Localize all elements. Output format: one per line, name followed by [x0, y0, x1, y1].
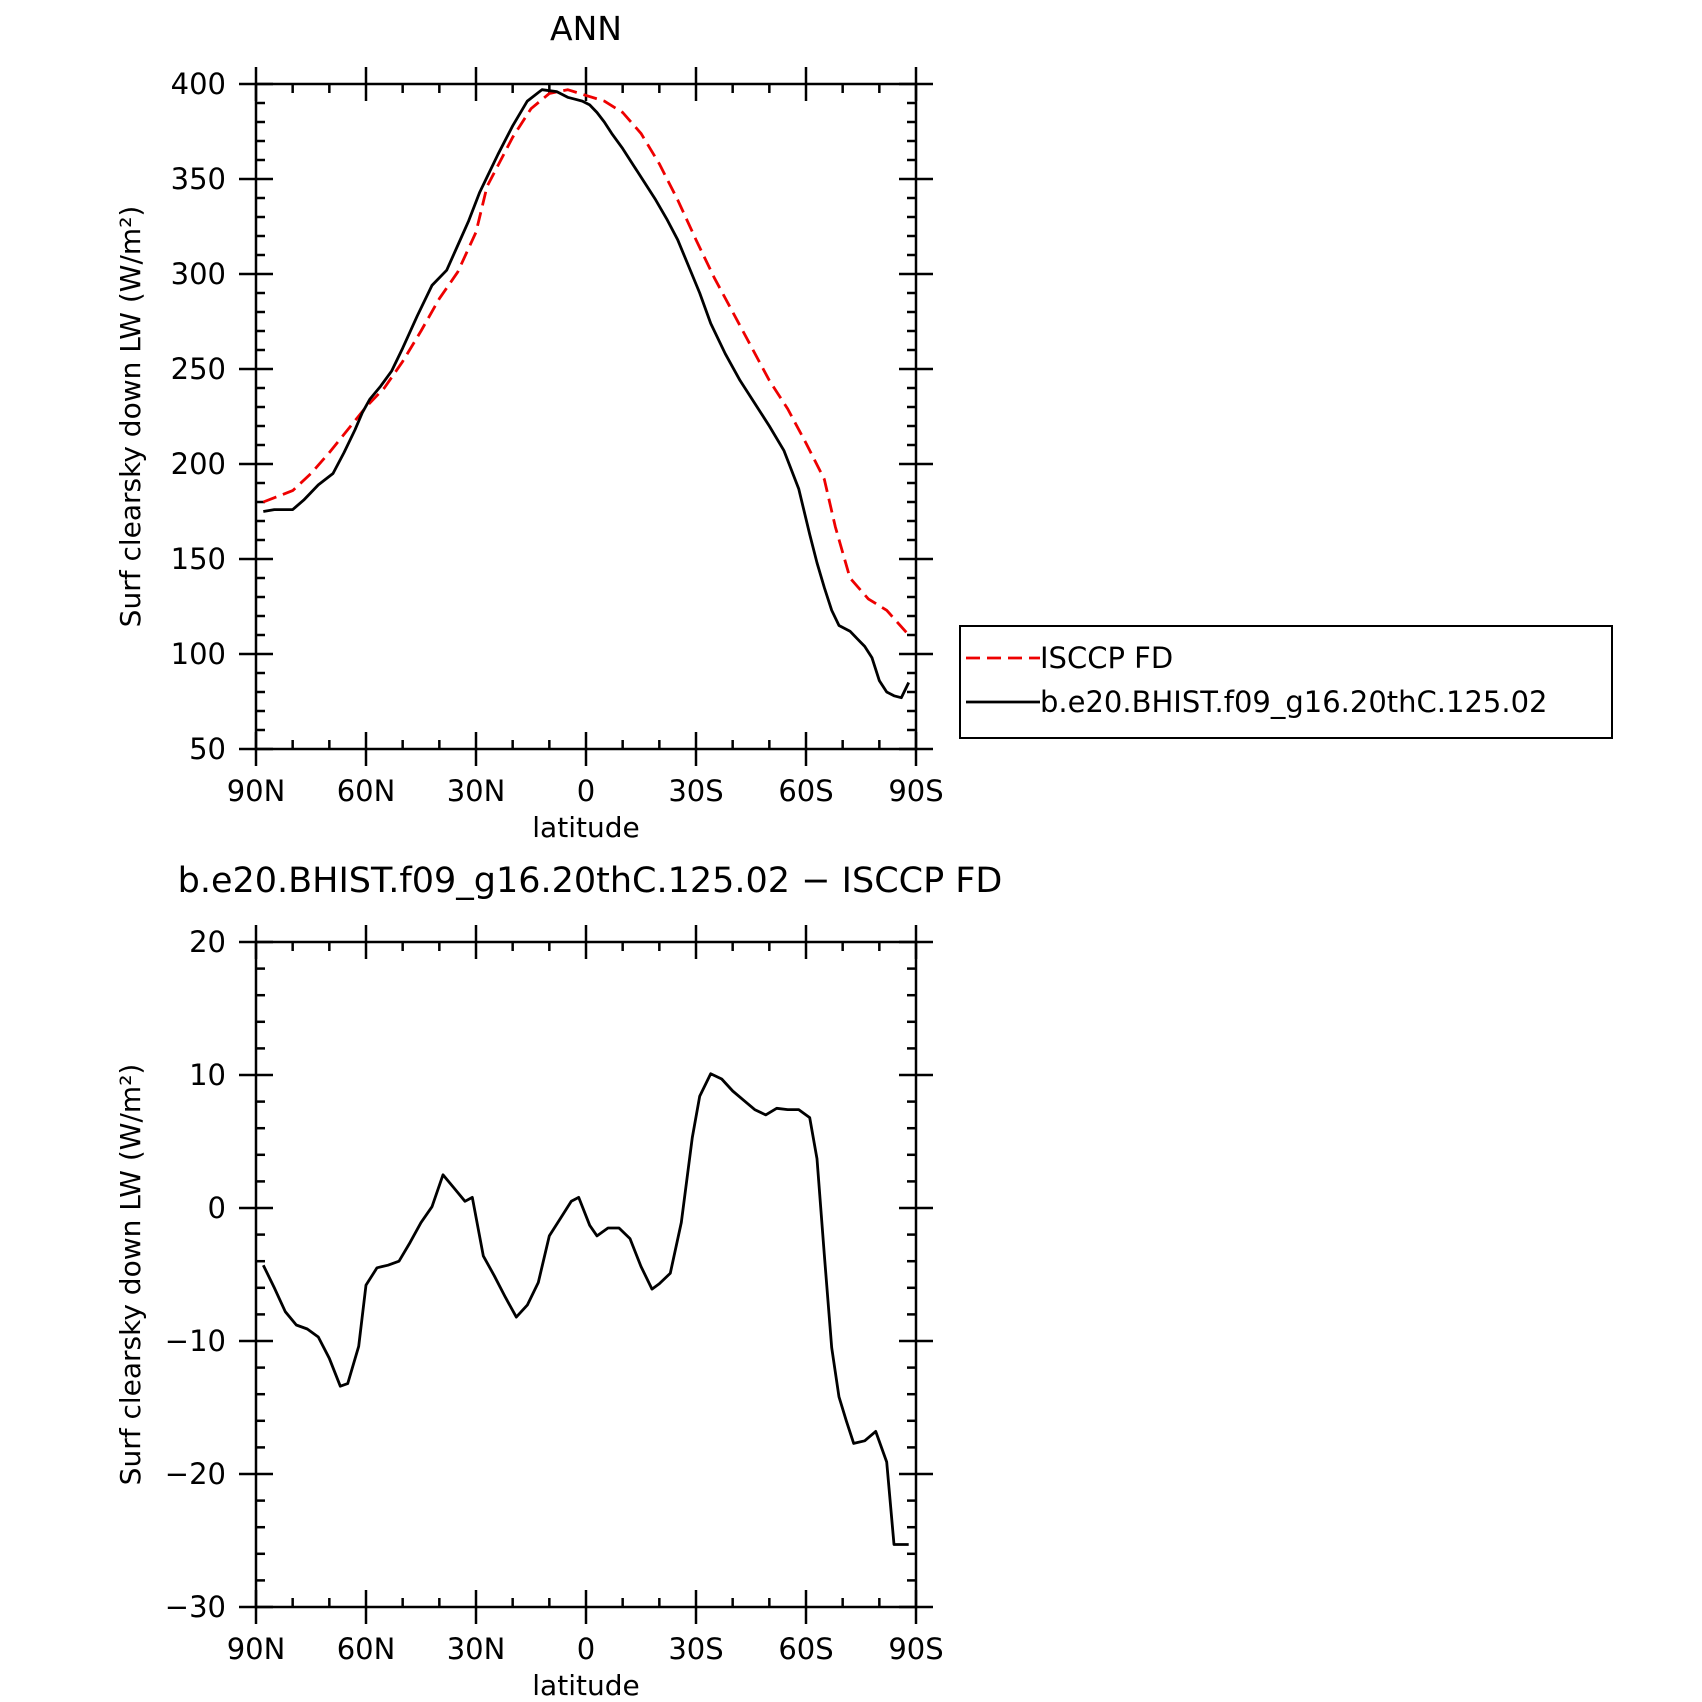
plot-frame: [254, 82, 918, 751]
series-line-0: [262, 1072, 909, 1546]
chart-title: ANN: [550, 9, 622, 48]
plot-frame: [254, 940, 918, 1609]
x-tick-label: 60S: [778, 1632, 833, 1666]
x-tick-label: 30N: [447, 774, 506, 808]
x-axis-label: latitude: [532, 811, 639, 844]
y-axis-label: Surf clearsky down LW (W/m²): [114, 1064, 147, 1486]
x-tick-label: 30S: [668, 774, 723, 808]
x-tick-label: 90S: [888, 774, 943, 808]
x-tick-label: 90N: [227, 774, 286, 808]
legend-label-0: ISCCP FD: [1040, 641, 1173, 675]
y-tick-label: 0: [208, 1191, 226, 1225]
y-tick-label: 200: [171, 447, 226, 481]
x-tick-label: 60S: [778, 774, 833, 808]
x-tick-label: 0: [577, 774, 595, 808]
series-line-0: [262, 88, 910, 636]
y-tick-label: 100: [171, 637, 226, 671]
top-panel: 90N 60N 30N 0 30S 60S 90S 400 350 300 250 200 150 100…: [114, 9, 1613, 844]
x-axis-label: latitude: [532, 1669, 639, 1702]
y-tick-label: −30: [165, 1590, 226, 1624]
series-line-1: [263, 88, 910, 700]
x-tick-label: 90S: [888, 1632, 943, 1666]
y-tick-label: 10: [189, 1058, 226, 1092]
legend-label-1: b.e20.BHIST.f09_g16.20thC.125.02: [1040, 685, 1547, 719]
legend-box: [959, 625, 1613, 739]
y-tick-label: 300: [171, 257, 226, 291]
y-tick-label: 400: [171, 67, 226, 101]
y-tick-label: −20: [165, 1457, 226, 1491]
x-tick-label: 60N: [337, 1632, 396, 1666]
bottom-panel: 90N 60N 30N 0 30S 60S 90S 20 10 0 −10 −20 −30 latitud…: [114, 861, 1002, 1702]
x-tick-label: 60N: [337, 774, 396, 808]
x-tick-label: 0: [577, 1632, 595, 1666]
y-tick-label: 150: [171, 542, 226, 576]
y-tick-label: 250: [171, 352, 226, 386]
x-tick-label: 30S: [668, 1632, 723, 1666]
chart-title: b.e20.BHIST.f09_g16.20thC.125.02 − ISCCP…: [178, 861, 1003, 901]
x-tick-label: 30N: [447, 1632, 506, 1666]
y-tick-label: −10: [165, 1324, 226, 1358]
y-tick-label: 350: [171, 162, 226, 196]
x-tick-label: 90N: [227, 1632, 286, 1666]
y-tick-label: 50: [189, 732, 226, 766]
y-axis-label: Surf clearsky down LW (W/m²): [114, 206, 147, 628]
y-tick-label: 20: [189, 925, 226, 959]
